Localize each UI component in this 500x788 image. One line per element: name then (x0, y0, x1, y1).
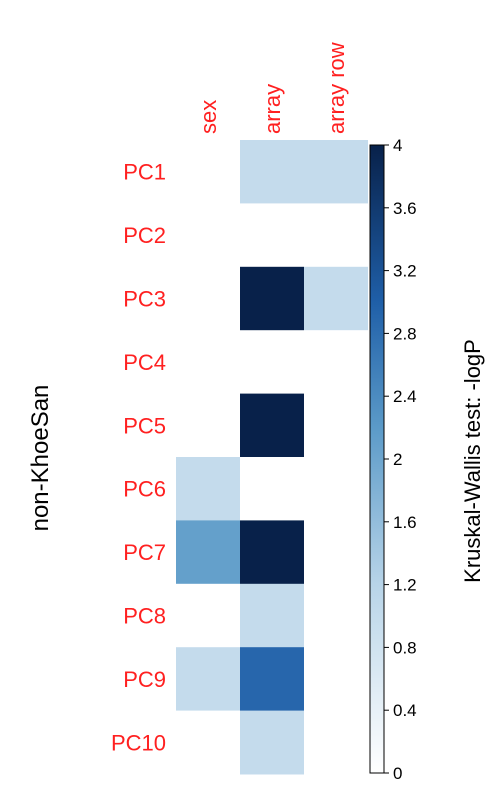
colorbar-tick-label: 0.4 (393, 701, 417, 720)
colorbar-tick-label: 1.6 (393, 513, 417, 532)
heatmap-cell (176, 330, 240, 395)
heatmap-cell (304, 583, 368, 648)
colorbar-tick-label: 3.2 (393, 262, 417, 281)
heatmap-cell (304, 457, 368, 521)
heatmap-cell (304, 647, 368, 712)
side-label: non-KhoeSan (27, 385, 54, 532)
column-label: array (260, 84, 285, 134)
heatmap-cell (304, 710, 368, 775)
heatmap-cell (304, 140, 368, 204)
row-label: PC5 (123, 413, 166, 438)
colorbar-tick-label: 0.8 (393, 638, 417, 657)
colorbar: 0 0.4 0.8 1.2 1.6 2 2.4 2.8 3.2 3.6 4 (369, 136, 417, 783)
heatmap-cell (176, 140, 240, 204)
colorbar-ticks: 0 0.4 0.8 1.2 1.6 2 2.4 2.8 3.2 3.6 4 (384, 136, 417, 783)
heatmap-cell (304, 203, 368, 268)
row-label: PC2 (123, 223, 166, 248)
heatmap-cell (304, 330, 368, 395)
row-label: PC7 (123, 540, 166, 565)
row-labels: PC1 PC2 PC3 PC4 PC5 PC6 PC7 PC8 PC9 PC10 (111, 160, 166, 756)
heatmap-cell (176, 583, 240, 648)
colorbar-label: Kruskal-Wallis test: -logP (460, 339, 485, 583)
heatmap-cell (176, 520, 240, 585)
colorbar-gradient (369, 144, 385, 774)
colorbar-tick-label: 4 (393, 136, 402, 155)
heatmap-cell (176, 457, 240, 521)
row-label: PC8 (123, 604, 166, 629)
heatmap-cell (240, 203, 304, 268)
heatmap-cell (240, 140, 304, 204)
heatmap-cell (304, 393, 368, 458)
column-label: array row (324, 42, 349, 134)
heatmap-cell (176, 393, 240, 458)
heatmap-cell (240, 330, 304, 395)
heatmap-cell (240, 647, 304, 712)
heatmap-cell (240, 393, 304, 458)
row-label: PC10 (111, 730, 166, 755)
colorbar-tick-label: 3.6 (393, 199, 417, 218)
colorbar-tick-label: 1.2 (393, 576, 417, 595)
row-label: PC1 (123, 160, 166, 185)
row-label: PC3 (123, 287, 166, 312)
heatmap-cells (176, 140, 368, 775)
colorbar-tick-label: 2 (393, 450, 402, 469)
colorbar-tick-label: 0 (393, 764, 402, 783)
row-label: PC4 (123, 350, 166, 375)
column-label: sex (196, 100, 221, 134)
heatmap-cell (240, 520, 304, 585)
colorbar-tick-label: 2.8 (393, 324, 417, 343)
heatmap-cell (240, 583, 304, 648)
row-label: PC6 (123, 477, 166, 502)
heatmap-cell (176, 266, 240, 331)
row-label: PC9 (123, 667, 166, 692)
heatmap-cell (240, 710, 304, 775)
heatmap-cell (176, 710, 240, 775)
colorbar-tick-label: 2.4 (393, 387, 417, 406)
heatmap-cell (240, 457, 304, 521)
heatmap-cell (176, 647, 240, 712)
heatmap-cell (176, 203, 240, 268)
column-labels: sex array array row (196, 42, 349, 134)
heatmap-cell (304, 520, 368, 585)
heatmap-cell (240, 266, 304, 331)
heatmap-cell (304, 266, 368, 331)
